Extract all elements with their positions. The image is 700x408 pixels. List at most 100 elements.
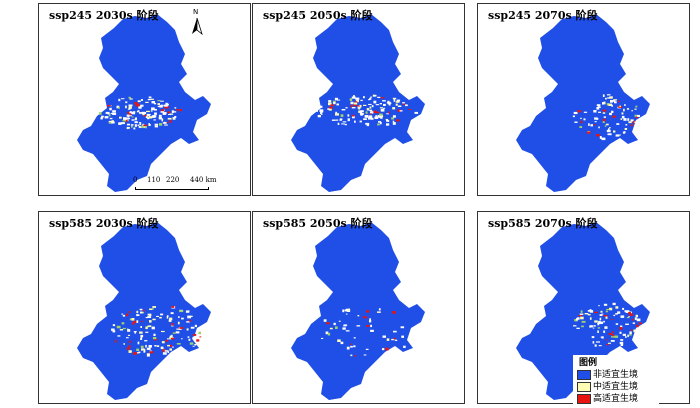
habitat-pixel xyxy=(603,101,606,105)
habitat-pixel xyxy=(169,348,172,351)
habitat-pixel xyxy=(134,102,138,105)
habitat-pixel xyxy=(392,120,395,123)
habitat-pixel xyxy=(359,113,364,115)
habitat-pixel xyxy=(635,116,639,119)
habitat-pixel xyxy=(599,136,602,139)
habitat-pixel xyxy=(145,317,148,319)
habitat-pixel xyxy=(156,315,159,317)
habitat-pixel xyxy=(386,338,390,341)
habitat-pixel xyxy=(603,118,606,122)
habitat-pixel xyxy=(594,320,598,323)
habitat-pixel xyxy=(597,106,601,108)
habitat-pixel xyxy=(394,339,398,341)
habitat-pixel xyxy=(603,320,605,323)
habitat-pixel xyxy=(115,339,117,343)
region-map xyxy=(77,14,211,192)
habitat-pixel xyxy=(151,115,156,118)
habitat-pixel xyxy=(342,121,347,123)
habitat-pixel xyxy=(142,113,145,116)
habitat-pixel xyxy=(117,335,121,337)
habitat-pixel xyxy=(147,316,152,318)
habitat-pixel xyxy=(590,124,593,127)
habitat-pixel xyxy=(397,109,401,112)
habitat-pixel xyxy=(350,354,353,357)
habitat-pixel xyxy=(369,97,372,100)
north-label: N xyxy=(193,8,199,16)
habitat-pixel xyxy=(152,318,156,321)
habitat-pixel xyxy=(617,311,621,314)
habitat-pixel xyxy=(196,332,199,335)
habitat-pixel xyxy=(596,104,601,106)
habitat-pixel xyxy=(614,335,619,338)
habitat-pixel xyxy=(612,115,616,118)
habitat-pixel xyxy=(168,319,172,322)
habitat-pixel xyxy=(125,337,129,339)
habitat-pixel xyxy=(593,110,597,113)
habitat-pixel xyxy=(587,131,591,134)
panel-title: ssp585 2030s 阶段 xyxy=(49,217,159,230)
habitat-pixel xyxy=(350,343,352,345)
habitat-pixel xyxy=(169,337,173,340)
habitat-pixel xyxy=(181,338,183,340)
habitat-pixel xyxy=(343,324,347,327)
habitat-pixel xyxy=(618,100,620,103)
habitat-pixel xyxy=(626,108,630,110)
habitat-pixel xyxy=(162,122,167,124)
habitat-pixel xyxy=(612,100,616,102)
habitat-pixel xyxy=(610,340,615,342)
habitat-pixel xyxy=(615,134,620,137)
habitat-pixel xyxy=(609,112,612,116)
habitat-pixel xyxy=(339,119,342,121)
habitat-pixel xyxy=(162,349,166,352)
habitat-pixel xyxy=(145,331,149,333)
habitat-pixel xyxy=(581,320,586,323)
habitat-pixel xyxy=(342,309,345,313)
habitat-pixel xyxy=(126,328,129,330)
habitat-pixel xyxy=(160,100,164,102)
habitat-pixel xyxy=(150,98,154,100)
habitat-pixel xyxy=(611,104,613,107)
panel-title: ssp585 2050s 阶段 xyxy=(263,217,373,230)
region-shape xyxy=(516,14,650,192)
region-shape xyxy=(516,222,650,400)
habitat-pixel xyxy=(346,308,350,311)
habitat-pixel xyxy=(369,109,373,112)
habitat-pixel xyxy=(620,343,624,346)
habitat-pixel xyxy=(374,110,377,113)
habitat-pixel xyxy=(335,326,338,329)
habitat-pixel xyxy=(335,111,338,114)
habitat-pixel xyxy=(137,100,141,103)
habitat-pixel xyxy=(112,324,116,327)
habitat-pixel xyxy=(589,325,593,328)
habitat-pixel xyxy=(193,334,197,336)
habitat-pixel xyxy=(596,117,599,120)
habitat-pixel xyxy=(370,111,374,114)
habitat-pixel xyxy=(379,103,382,105)
habitat-pixel xyxy=(602,109,607,112)
legend-swatch xyxy=(577,369,591,380)
habitat-pixel xyxy=(600,310,603,313)
habitat-pixel xyxy=(112,112,117,115)
habitat-pixel xyxy=(317,114,321,118)
habitat-pixel xyxy=(391,117,394,120)
habitat-pixel xyxy=(386,102,389,104)
habitat-pixel xyxy=(175,109,178,111)
habitat-pixel xyxy=(634,114,637,117)
habitat-pixel xyxy=(140,99,143,101)
habitat-pixel xyxy=(598,305,600,307)
habitat-pixel xyxy=(596,107,600,110)
habitat-pixel xyxy=(143,124,148,127)
habitat-pixel xyxy=(133,352,137,355)
habitat-pixel xyxy=(192,336,197,339)
habitat-pixel xyxy=(371,117,374,120)
habitat-pixel xyxy=(136,348,140,351)
habitat-pixel xyxy=(365,111,368,114)
habitat-pixel xyxy=(355,98,358,100)
habitat-pixel xyxy=(192,337,196,340)
habitat-pixel xyxy=(598,345,602,347)
habitat-pixel xyxy=(112,330,116,333)
habitat-pixel xyxy=(131,318,135,321)
habitat-pixel xyxy=(167,344,170,347)
legend-label: 高适宜生境 xyxy=(593,394,639,404)
map-panel-ssp585-2050s: ssp585 2050s 阶段 xyxy=(252,211,465,404)
